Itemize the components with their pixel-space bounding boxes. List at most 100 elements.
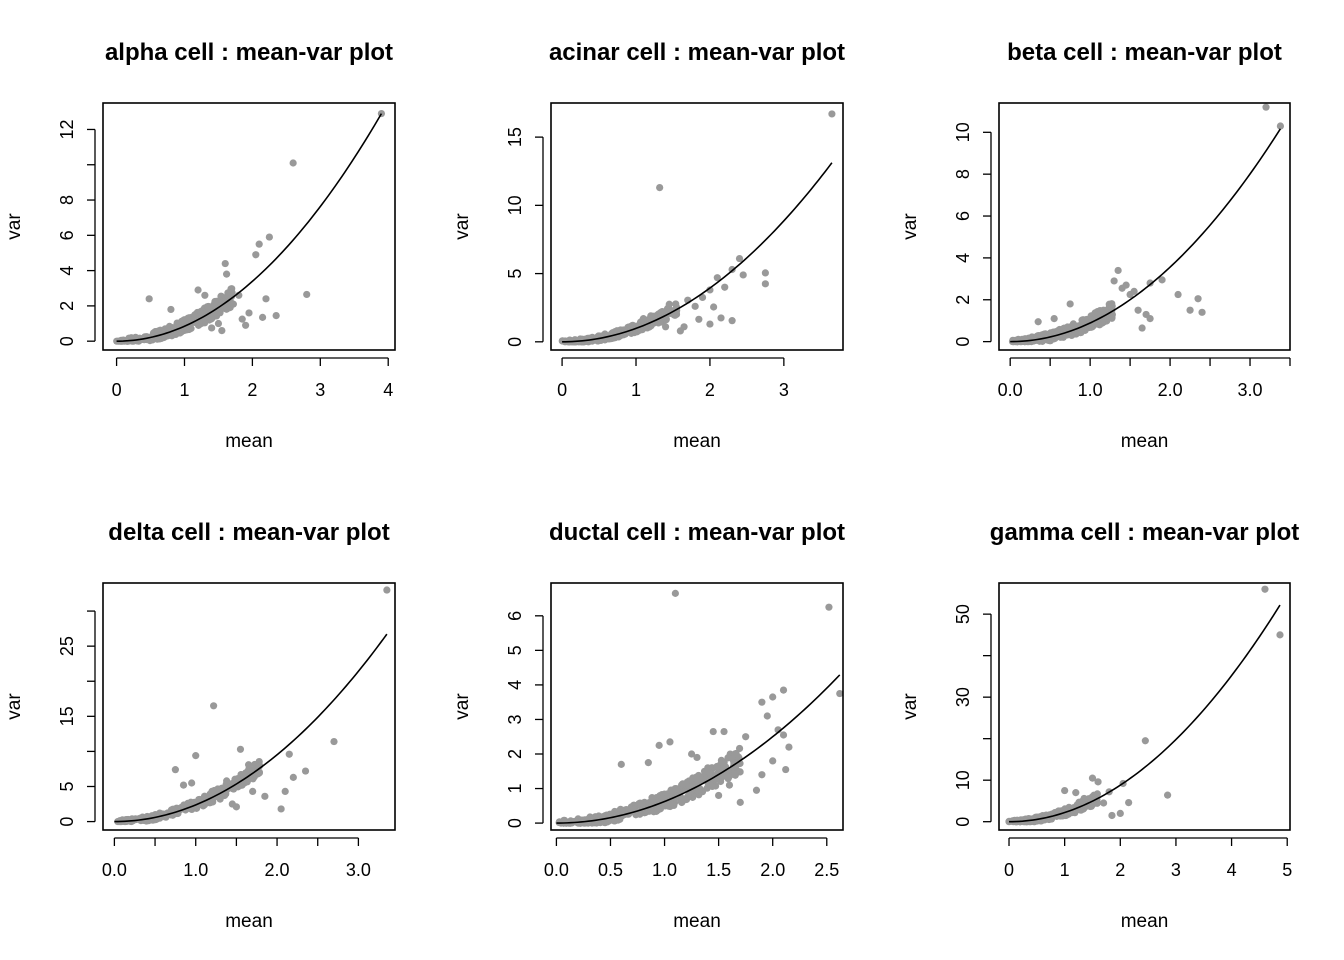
x-tick-label: 1 (631, 380, 641, 400)
data-point (1141, 737, 1149, 745)
data-point (1108, 302, 1116, 310)
x-tick-label: 0.0 (998, 380, 1023, 400)
y-tick-label: 15 (505, 127, 525, 147)
x-tick-label: 4 (383, 380, 393, 400)
x-tick-label: 2.0 (1158, 380, 1183, 400)
data-point (301, 767, 310, 775)
points-layer (555, 589, 843, 827)
data-point (785, 743, 793, 751)
data-point (720, 727, 728, 736)
data-point (655, 741, 663, 749)
data-point (1125, 799, 1133, 807)
data-point (691, 302, 699, 310)
x-tick-label: 3 (1171, 860, 1181, 880)
x-axis-label: mean (225, 911, 273, 932)
x-tick-label: 1 (179, 380, 189, 400)
data-point (255, 240, 263, 248)
data-point (223, 304, 231, 312)
data-point (715, 791, 723, 800)
data-point (173, 329, 181, 337)
data-point (1146, 279, 1154, 287)
data-point (636, 799, 644, 807)
data-point (289, 159, 297, 167)
fit-curve (116, 113, 383, 342)
data-point (1079, 317, 1087, 325)
x-axis-label: mean (1121, 431, 1169, 452)
data-point (1130, 287, 1138, 295)
x-tick-label: 2.0 (265, 860, 290, 880)
x-axis-label: mean (225, 431, 273, 452)
data-point (258, 313, 267, 321)
data-point (1261, 585, 1269, 593)
data-point (1276, 122, 1285, 130)
data-point (330, 737, 338, 746)
points-layer (1005, 585, 1284, 826)
y-tick-label: 10 (505, 195, 525, 215)
x-tick-label: 3.0 (346, 860, 371, 880)
y-axis-label: var (4, 693, 25, 720)
data-point (1262, 103, 1270, 111)
y-tick-label: 2 (505, 749, 525, 759)
data-point (1080, 794, 1088, 803)
y-tick-label: 15 (57, 706, 77, 726)
data-point (662, 315, 670, 323)
data-point (377, 109, 386, 118)
y-tick-label: 0 (953, 817, 973, 827)
data-point (195, 320, 203, 328)
data-point (1186, 306, 1194, 314)
data-point (638, 326, 646, 334)
x-tick-label: 0 (1004, 860, 1014, 880)
data-point (713, 274, 721, 282)
data-point (265, 233, 273, 241)
data-point (735, 744, 744, 753)
data-point (769, 693, 777, 701)
data-point (184, 314, 192, 322)
data-point (1013, 816, 1021, 824)
x-tick-label: 0.5 (598, 860, 623, 880)
y-tick-label: 4 (505, 680, 525, 690)
plot-frame (102, 102, 396, 351)
plot-frame (550, 582, 844, 831)
panel-title: acinar cell : mean-var plot (549, 39, 845, 66)
data-point (707, 782, 715, 790)
y-tick-label: 0 (57, 817, 77, 827)
data-point (728, 317, 736, 325)
y-axis-label: var (452, 693, 473, 720)
data-point (632, 811, 640, 819)
plot-frame (550, 102, 844, 351)
data-point (616, 805, 625, 813)
data-point (1116, 809, 1124, 817)
fit-curve (1009, 604, 1281, 823)
data-point (698, 293, 707, 302)
data-point (249, 787, 257, 796)
data-point (188, 779, 196, 787)
data-point (1108, 811, 1116, 820)
data-point (1068, 331, 1076, 340)
data-point (167, 305, 175, 314)
data-point (154, 327, 163, 335)
data-point (650, 808, 658, 816)
x-tick-label: 1.5 (706, 860, 731, 880)
data-point (1276, 631, 1284, 639)
data-point (1158, 276, 1166, 284)
data-point (645, 799, 653, 807)
x-tick-label: 0 (112, 380, 122, 400)
data-point (192, 752, 200, 760)
y-tick-label: 0 (505, 818, 525, 828)
data-point (240, 779, 249, 787)
points-layer (1008, 103, 1285, 346)
y-tick-label: 1 (505, 784, 525, 794)
data-point (684, 792, 692, 800)
x-tick-label: 3 (779, 380, 789, 400)
data-point (232, 803, 240, 811)
y-tick-label: 25 (57, 636, 77, 656)
points-layer (113, 109, 386, 345)
data-point (617, 760, 625, 768)
data-point (261, 792, 269, 800)
data-point (644, 759, 652, 767)
data-point (695, 315, 703, 323)
data-point (277, 805, 285, 813)
x-tick-label: 4 (1227, 860, 1237, 880)
x-tick-label: 1.0 (652, 860, 677, 880)
data-point (779, 686, 788, 694)
